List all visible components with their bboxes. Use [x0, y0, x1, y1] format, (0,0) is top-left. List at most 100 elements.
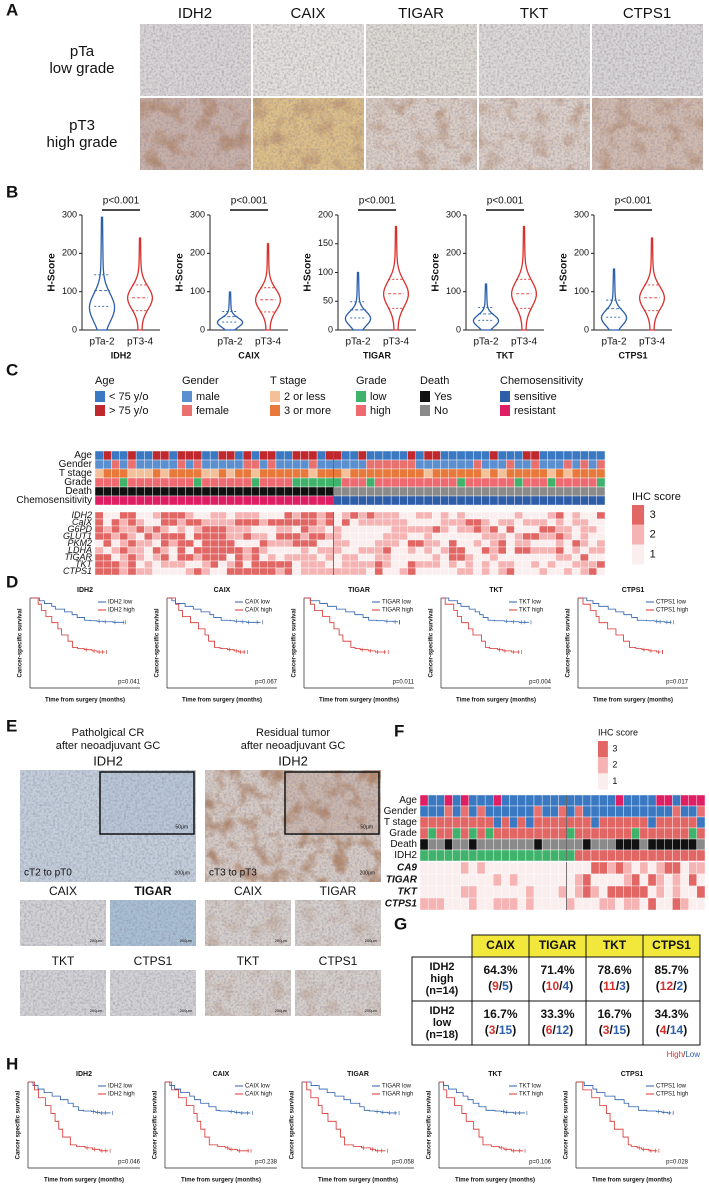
heatmap-cell	[501, 873, 510, 887]
heatmap-cell	[489, 459, 499, 470]
survival-curve	[28, 1081, 111, 1114]
image-title: TIGAR	[320, 884, 357, 898]
heatmap-cell	[316, 495, 326, 506]
heatmap-cell	[468, 838, 478, 851]
heatmap-cell	[538, 532, 548, 541]
heatmap-cell	[366, 560, 375, 569]
heatmap-cell	[456, 560, 466, 569]
row-label: Chemosensitivity	[16, 495, 92, 506]
heatmap-cell	[639, 794, 649, 807]
heatmap-cell	[267, 511, 277, 520]
heatmap-cell	[639, 838, 649, 851]
heatmap-cell	[275, 525, 285, 534]
heatmap-cell	[489, 567, 499, 576]
heatmap-cell	[598, 885, 608, 899]
heatmap-cell	[680, 873, 689, 887]
heatmap-cell	[444, 827, 453, 840]
count-part: 12	[660, 979, 674, 993]
heatmap-cell	[623, 838, 632, 851]
heatmap-cell	[484, 861, 494, 875]
heatmap-cell	[440, 468, 449, 479]
count-part: (	[542, 979, 546, 993]
survival-curve	[302, 1081, 386, 1152]
heatmap-cell	[631, 838, 641, 851]
heatmap-cell	[308, 553, 318, 562]
y-axis-label: Cancer-specific survival	[292, 608, 298, 677]
plot-title: IDH2	[76, 1071, 92, 1078]
heatmap-cell	[530, 518, 540, 527]
heatmap-cell	[514, 567, 523, 576]
heatmap-cell	[582, 873, 592, 887]
survival-curve	[165, 1081, 249, 1152]
row-label: Grade	[64, 477, 92, 488]
heatmap-cell	[489, 560, 499, 569]
heatmap-cell	[283, 495, 293, 506]
heatmap-cell	[530, 546, 540, 555]
heatmap-cell	[538, 477, 548, 488]
heatmap-cell	[209, 495, 219, 506]
heatmap-cell	[94, 518, 104, 527]
heatmap-cell	[185, 546, 194, 555]
heatmap-cell	[501, 838, 510, 851]
image-title: CTPS1	[134, 954, 173, 968]
heatmap-cell	[497, 532, 507, 541]
count-part: )	[509, 979, 513, 993]
heatmap-cell	[160, 546, 170, 555]
image-title: CAIX	[49, 884, 77, 898]
heatmap-cell	[341, 477, 351, 488]
heatmap-cell	[135, 567, 145, 576]
scale-bar-label: 200μm	[90, 1008, 103, 1013]
heatmap-cell	[588, 511, 597, 520]
heatmap-cell	[448, 511, 458, 520]
heatmap-cell	[226, 518, 236, 527]
heatmap-cell	[127, 532, 137, 541]
heatmap-cell	[382, 539, 392, 548]
heatmap-cell	[366, 477, 375, 488]
heatmap-cell	[427, 827, 437, 840]
y-tick-label: 300	[446, 209, 461, 219]
heatmap-cell	[623, 805, 632, 818]
texture	[101, 773, 193, 833]
heatmap-cell	[390, 518, 400, 527]
heatmap-cell	[481, 567, 491, 576]
heatmap-cell	[275, 477, 285, 488]
heatmap-cell	[366, 567, 375, 576]
heatmap-cell	[444, 885, 453, 899]
heatmap-cell	[333, 486, 342, 497]
heatmap-cell	[333, 450, 342, 461]
heatmap-cell	[325, 525, 334, 534]
heatmap-cell	[588, 450, 597, 461]
heatmap-cell	[558, 805, 567, 818]
heatmap-cell	[522, 518, 532, 527]
heatmap-cell	[415, 459, 425, 470]
heatmap-cell	[218, 525, 227, 534]
heatmap-cell	[497, 525, 507, 534]
counts: (11/3)	[599, 979, 630, 993]
heatmap-cell	[444, 849, 453, 862]
heatmap-cell	[655, 827, 665, 840]
note: High/Low	[667, 1050, 701, 1059]
heatmap-cell	[696, 827, 706, 840]
heatmap-cell	[432, 525, 441, 534]
heatmap-cell	[506, 477, 515, 488]
heatmap-cell	[522, 468, 532, 479]
image-title: IDH2	[278, 753, 308, 768]
heatmap-cell	[283, 450, 293, 461]
heatmap-cell	[234, 468, 244, 479]
heatmap-cell	[135, 560, 145, 569]
legend-item: < 75 y/o	[109, 391, 148, 403]
heatmap-cell	[152, 495, 162, 506]
heatmap-cell	[308, 560, 318, 569]
heatmap-cell	[440, 532, 449, 541]
legend-item: IDH2 high	[108, 608, 135, 614]
heatmap-cell	[333, 518, 342, 527]
row-label: pTa	[70, 43, 95, 60]
heatmap-cell	[193, 450, 203, 461]
heatmap-cell	[201, 477, 211, 488]
heatmap-cell	[558, 794, 567, 807]
heatmap-cell	[525, 885, 535, 899]
heatmap-cell	[193, 546, 203, 555]
heatmap-cell	[639, 873, 649, 887]
heatmap-cell	[144, 477, 153, 488]
heatmap-cell	[283, 553, 293, 562]
